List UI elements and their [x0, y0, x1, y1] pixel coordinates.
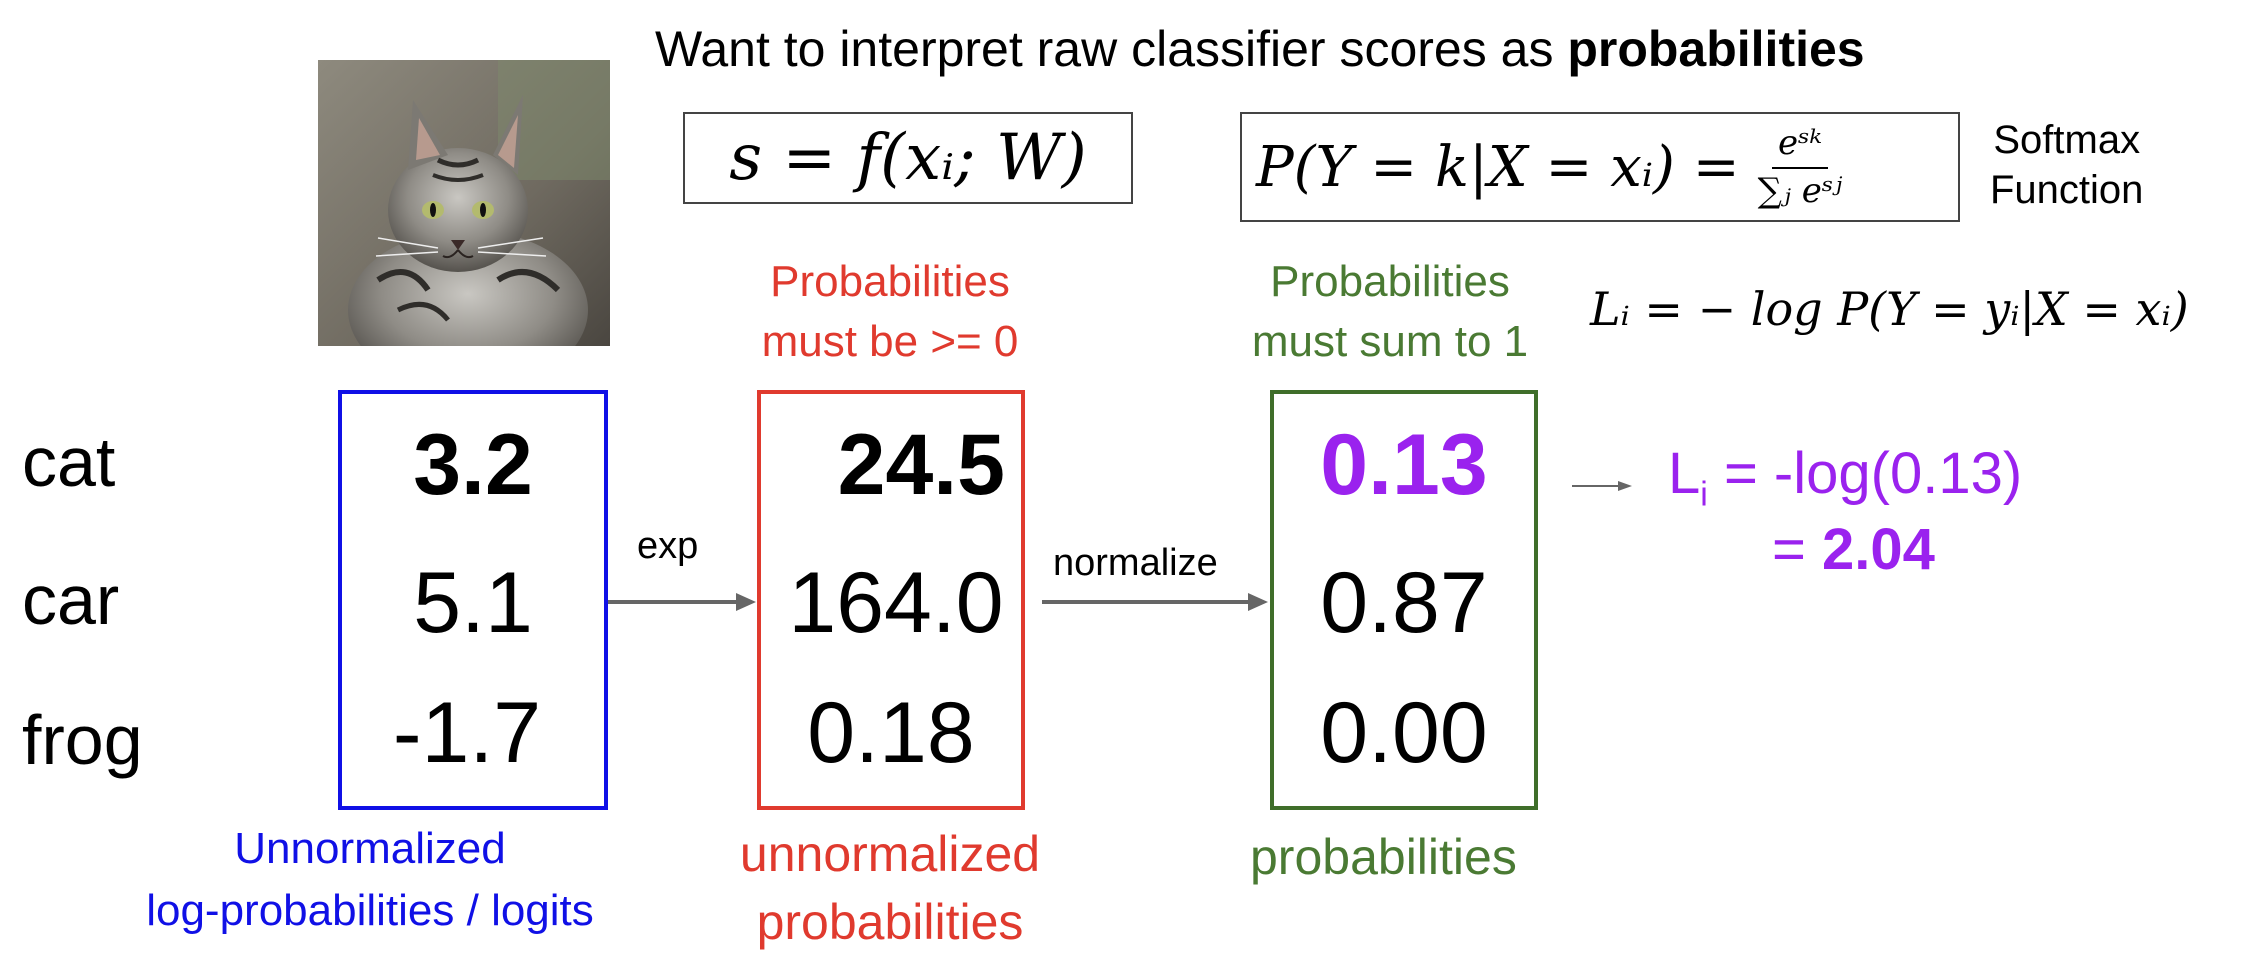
cat-image: [318, 60, 610, 346]
class-label-cat: cat: [22, 423, 116, 501]
softmax-label: Softmax Function: [1990, 118, 2144, 212]
unnormalized-caption: unnormalized probabilities: [739, 826, 1041, 950]
softmax-numerator: eˢᵏ: [1771, 123, 1828, 169]
loss-computation: Li = -log(0.13): [1668, 441, 2023, 514]
normalize-label: normalize: [1053, 542, 1218, 584]
logits-box: 3.2 5.1 -1.7: [338, 390, 608, 810]
softmax-fraction: eˢᵏ ∑ⱼ eˢʲ: [1758, 123, 1843, 211]
softmax-formula: P(Y = k|X = xᵢ) = eˢᵏ ∑ⱼ eˢʲ: [1240, 112, 1960, 222]
logit-frog: -1.7: [392, 685, 542, 781]
sum-constraint-caption: Probabilities must sum to 1: [1251, 257, 1529, 366]
loss-value: = 2.04: [1772, 517, 1935, 582]
prob-frog: 0.00: [1320, 685, 1488, 781]
nonnegative-constraint-caption: Probabilities must be >= 0: [761, 257, 1019, 366]
exp-label: exp: [637, 525, 699, 567]
exp-car: 164.0: [788, 555, 1004, 651]
logit-cat: 3.2: [413, 417, 533, 513]
probabilities-caption: probabilities: [1250, 829, 1517, 885]
logit-car: 5.1: [413, 555, 533, 651]
class-label-frog: frog: [22, 701, 143, 779]
exp-cat: 24.5: [837, 417, 1005, 513]
score-function-formula: s = f(xᵢ; W): [683, 112, 1133, 204]
prob-car: 0.87: [1320, 555, 1488, 651]
exp-frog: 0.18: [807, 685, 975, 781]
loss-formula: Lᵢ = − log P(Y = yᵢ|X = xᵢ): [1590, 282, 2189, 336]
loss-arrow: [1572, 481, 1632, 491]
logits-caption: Unnormalized log-probabilities / logits: [146, 824, 594, 935]
normalize-arrow: [1042, 593, 1268, 611]
unnormalized-probabilities-box: 24.5 164.0 0.18: [757, 390, 1025, 810]
softmax-lhs: P(Y = k|X = xᵢ) =: [1256, 134, 1740, 200]
probabilities-box: 0.13 0.87 0.00: [1270, 390, 1538, 810]
exp-arrow: [608, 593, 756, 611]
prob-cat: 0.13: [1320, 417, 1488, 513]
slide-title: Want to interpret raw classifier scores …: [655, 21, 1865, 77]
class-label-car: car: [22, 561, 120, 639]
softmax-denominator: ∑ⱼ eˢʲ: [1757, 171, 1843, 211]
